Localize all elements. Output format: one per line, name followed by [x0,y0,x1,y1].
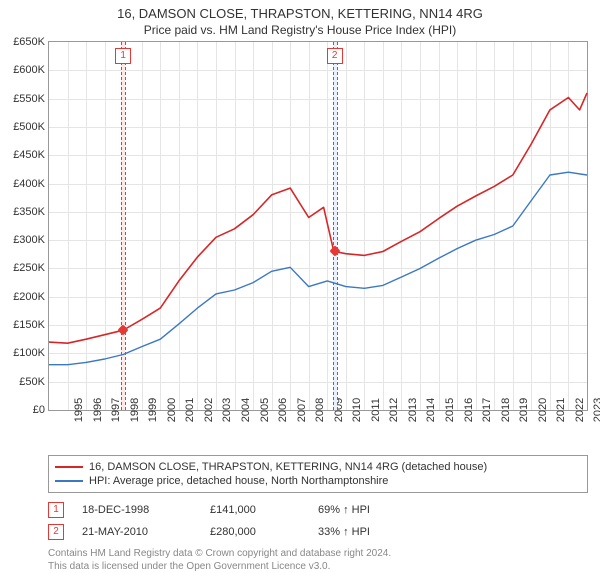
legend-label: HPI: Average price, detached house, Nort… [89,475,388,487]
series-line [49,93,587,343]
y-tick: £100K [13,347,49,359]
y-tick: £600K [13,64,49,76]
footnote-line: This data is licensed under the Open Gov… [48,560,588,573]
y-tick: £450K [13,149,49,161]
event-number-box: 1 [48,502,64,518]
legend-swatch [55,466,83,468]
event-pct: 69% ↑ HPI [318,504,370,516]
y-tick: £200K [13,291,49,303]
event-date: 21-MAY-2010 [82,526,192,538]
chart-title: 16, DAMSON CLOSE, THRAPSTON, KETTERING, … [0,0,600,21]
y-tick: £250K [13,262,49,274]
y-tick: £550K [13,93,49,105]
y-tick: £0 [33,404,49,416]
footnote: Contains HM Land Registry data © Crown c… [48,547,588,573]
y-tick: £650K [13,36,49,48]
x-tick: 2024 [587,398,600,422]
y-tick: £400K [13,178,49,190]
legend-swatch [55,480,83,482]
legend-item: 16, DAMSON CLOSE, THRAPSTON, KETTERING, … [55,460,581,474]
event-price: £280,000 [210,526,300,538]
chart-subtitle: Price paid vs. HM Land Registry's House … [0,21,600,41]
event-row: 1 18-DEC-1998 £141,000 69% ↑ HPI [48,499,588,521]
y-tick: £150K [13,319,49,331]
y-tick: £500K [13,121,49,133]
event-pct: 33% ↑ HPI [318,526,370,538]
legend-item: HPI: Average price, detached house, Nort… [55,474,581,488]
events-table: 1 18-DEC-1998 £141,000 69% ↑ HPI 2 21-MAY-201… [48,499,588,543]
legend: 16, DAMSON CLOSE, THRAPSTON, KETTERING, … [48,455,588,493]
event-row: 2 21-MAY-2010 £280,000 33% ↑ HPI [48,521,588,543]
footnote-line: Contains HM Land Registry data © Crown c… [48,547,588,560]
y-tick: £350K [13,206,49,218]
event-price: £141,000 [210,504,300,516]
y-tick: £50K [19,376,49,388]
chart-area: £0£50K£100K£150K£200K£250K£300K£350K£400… [48,41,588,411]
event-date: 18-DEC-1998 [82,504,192,516]
event-number-box: 2 [48,524,64,540]
y-tick: £300K [13,234,49,246]
event-marker: 1 [115,48,131,64]
event-marker: 2 [327,48,343,64]
legend-label: 16, DAMSON CLOSE, THRAPSTON, KETTERING, … [89,461,487,473]
series-line [49,172,587,365]
